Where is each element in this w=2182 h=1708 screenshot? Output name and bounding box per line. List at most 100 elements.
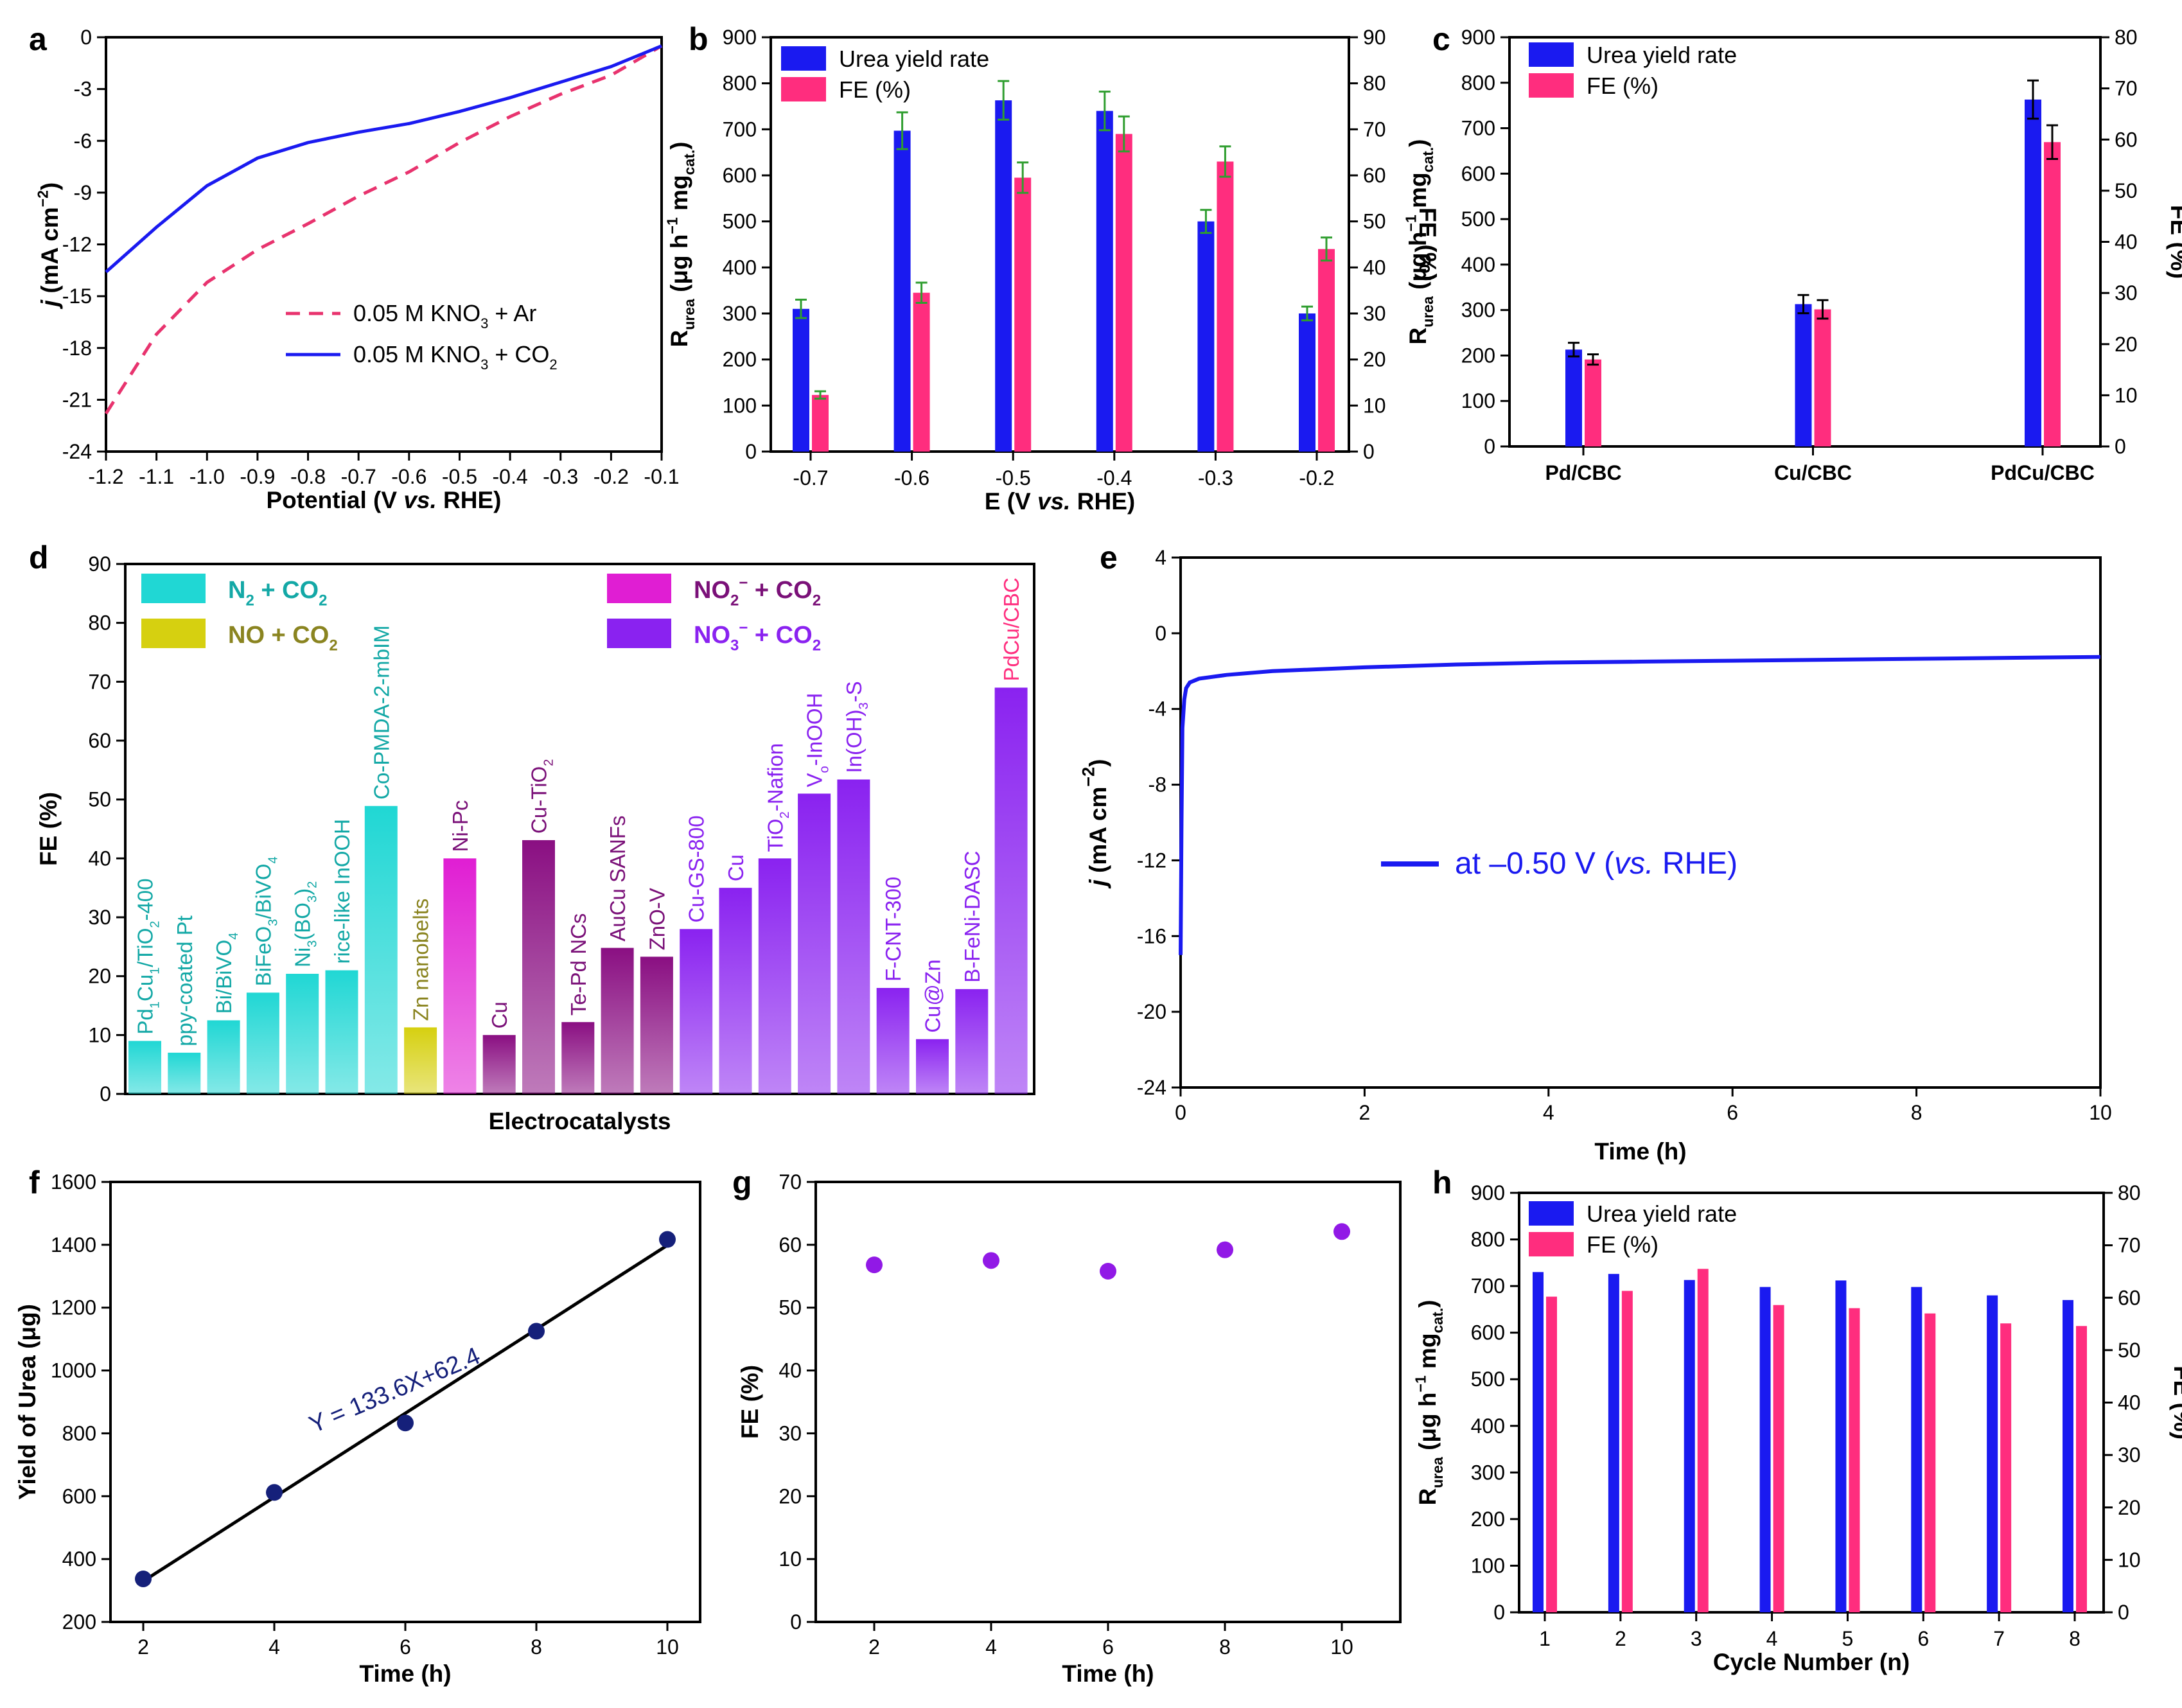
co2-curve [105,44,662,274]
bar-label: Ni-Pc [448,800,472,852]
a-ytick-label: -9 [74,181,92,204]
fe-bar [207,1020,240,1094]
text-part: mg [1414,1333,1441,1375]
fe-bar [128,1041,161,1094]
g-xlabel: Time (h) [1062,1660,1154,1687]
legend-fe-label: FE (%) [1587,1231,1658,1258]
text-part: ZnO-V [645,888,669,950]
h-ytick-right-label: 0 [2118,1601,2129,1624]
legend-urea-label: Urea yield rate [1587,42,1737,68]
d-ytick-label: 10 [88,1023,111,1046]
b-ytick-right-label: 10 [1363,394,1386,417]
text-part: 3 [306,895,320,902]
bar-label: Cu@Zn [921,960,945,1033]
fe-bar [561,1022,595,1094]
text-part: cat. [1429,1308,1446,1334]
panel-letter-c: c [1432,21,1450,57]
bar-label: Ni3(BO3)2 [291,881,320,967]
fe-bar [601,947,634,1094]
text-part: R [666,330,692,348]
a-xtick-label: -0.6 [391,465,427,488]
text-part: NO + CO [228,622,329,649]
h-ytick-right-label: 20 [2118,1496,2141,1519]
text-part: −2 [1079,767,1098,787]
text-part: (μg h [1405,231,1431,296]
text-part: ) [37,182,63,190]
text-part: −1 [1402,215,1419,231]
c-ylabel-right: FE (%) [2166,205,2182,279]
text-part: AuCu SANFs [606,815,629,941]
h-category-label: 6 [1917,1627,1929,1650]
c-ytick-left-label: 900 [1461,26,1495,49]
d-ylabel: FE (%) [35,792,62,866]
text-part: N [228,577,245,604]
urea-yield-bar [1835,1280,1847,1612]
urea-yield-bar [893,130,911,452]
h-ylabel-right: FE (%) [2169,1366,2182,1439]
e-xtick-label: 6 [1727,1101,1738,1124]
text-part: 2 [813,637,821,654]
bar-label: F-CNT-300 [881,877,905,982]
text-part: 3 [730,637,739,654]
b-ytick-right-label: 0 [1363,440,1375,463]
text-part: urea [681,299,698,330]
text-part: ) [291,888,315,895]
text-part: − [739,574,748,592]
b-xlabel: E (V vs. RHE) [985,488,1135,515]
a-xtick-label: -0.8 [290,465,326,488]
c-ytick-right-label: 0 [2115,435,2126,458]
text-part: o [818,766,832,773]
fe-bar [1924,1313,1936,1612]
h-category-label: 3 [1691,1627,1702,1650]
text-part: + Ar [488,300,536,326]
a-xtick-label: -0.2 [594,465,629,488]
panel-d: 0 10 20 30 40 50 60 70 80 90 d Electrocatalysts FE (… [29,540,1035,1134]
d-ytick-label: 80 [88,612,111,635]
text-part: Te-Pd NCs [567,913,590,1016]
bar-label: ppy-coated Pt [173,915,197,1046]
h-category-label: 1 [1539,1627,1551,1650]
urea-yield-bar [995,100,1012,452]
panel-letter-h: h [1432,1165,1452,1201]
h-ytick-left-label: 700 [1471,1274,1505,1298]
h-ytick-right-label: 70 [2118,1234,2141,1257]
text-part: vs. [1614,847,1653,881]
text-part: j [1085,879,1111,889]
data-point [659,1231,676,1248]
b-ytick-right-label: 30 [1363,302,1386,325]
g-ytick-label: 20 [779,1484,802,1508]
b-ylabel-left: Rurea (μg h−1 mgcat.) [664,141,698,347]
h-ytick-right-label: 40 [2118,1391,2141,1414]
fe-bar [837,779,870,1094]
text-part: Cu-TiO [527,766,551,834]
g-ytick-label: 70 [779,1170,802,1193]
d-ytick-label: 90 [88,552,111,576]
fe-bar [955,989,989,1094]
text-part: TiO [763,818,787,852]
text-part: ppy-coated Pt [173,915,197,1046]
h-ytick-right-label: 10 [2118,1548,2141,1571]
panel-b: 0 100 200 300 400 500 600 700 800 900 0 10 20 30 40 50 6… [664,21,1441,515]
text-part: -Nafion [763,743,787,811]
urea-yield-bar [1759,1287,1771,1612]
text-part: 3 [857,702,871,709]
bar-label: BiFeO3/BiVO4 [251,856,280,986]
data-point [1100,1262,1116,1280]
fe-bar [2076,1326,2087,1612]
legend-swatch [141,574,206,603]
fe-bar [1849,1308,1860,1612]
fe-bar [1697,1269,1709,1612]
text-part: -InOOH [803,693,827,766]
g-ytick-label: 30 [779,1422,802,1445]
h-xlabel: Cycle Number (n) [1713,1649,1910,1675]
legend-swatch [607,574,671,603]
text-part: Cu [488,1001,511,1028]
text-part: -400 [134,878,157,920]
b-ytick-right-label: 70 [1363,118,1386,141]
g-xtick-label: 2 [868,1635,880,1659]
bar-label: Pd1Cu1/TiO2-400 [134,878,163,1034]
fe-bar [1621,1290,1633,1612]
b-ytick-left-label: 600 [723,164,757,187]
a-xtick-label: -1.0 [189,465,225,488]
fe-bar [994,687,1028,1094]
